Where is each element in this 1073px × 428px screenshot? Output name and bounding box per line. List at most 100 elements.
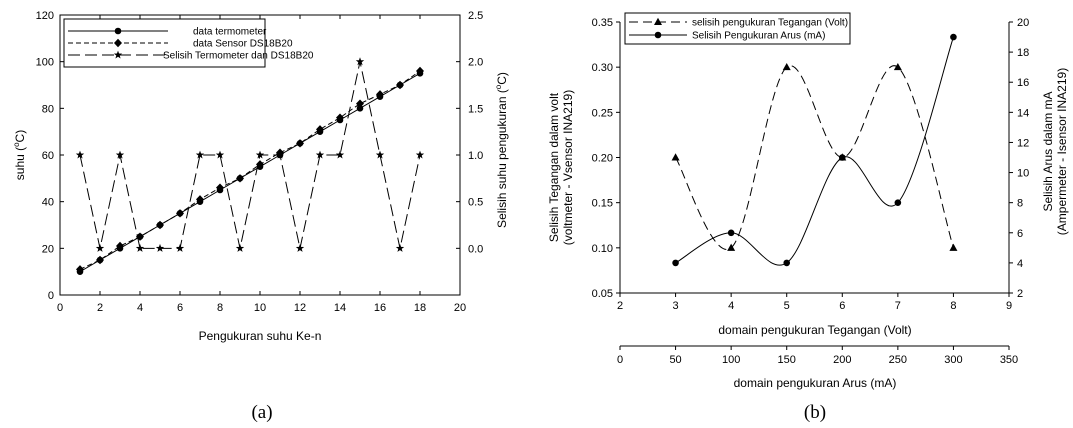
chart-a-x-tick-label: 0 [57, 302, 63, 314]
chart-b-y-tick-label: 0.25 [592, 107, 613, 119]
chart-a-series-2-point [216, 183, 224, 192]
chart-a-series-3-point [335, 150, 345, 159]
chart-b-legend-label: selisih pengukuran Tegangan (Volt) [692, 18, 848, 29]
chart-a-series-2-point [336, 113, 344, 122]
chart-a-series-2-point [96, 255, 104, 265]
chart-a-series-2-point [196, 195, 204, 204]
chart-a-x-tick-label: 12 [294, 302, 306, 314]
chart-a-series-3-point [315, 150, 325, 159]
chart-a-series-3-point [175, 243, 185, 252]
chart-a-legend-label: data Sensor DS18B20 [193, 39, 293, 50]
chart-b-axes: 2 3 4 5 6 7 8 9 0 50 100 150 200 250 300 350 0.05 0.10 0.1… [547, 17, 1069, 366]
chart-b-y2-tick-label: 14 [1017, 107, 1029, 119]
chart-b-caption: (b) [804, 402, 826, 423]
chart-b-y-tick-label: 0.15 [592, 198, 613, 210]
chart-b-y-tick-label: 0.35 [592, 17, 613, 29]
chart-a-series-3-point [355, 57, 365, 66]
chart-b-y2-tick-label: 12 [1017, 137, 1029, 149]
chart-a-x-tick-label: 8 [217, 302, 223, 314]
chart-b-x2-tick-label: 0 [617, 354, 623, 366]
chart-b-series-2-point [950, 33, 957, 41]
chart-a-y2-tick-label: 2.5 [468, 10, 483, 22]
chart-b-series-line-1 [675, 65, 954, 251]
chart-b-y-tick-label: 0.10 [592, 243, 613, 255]
chart-b-x-tick-label: 5 [784, 300, 790, 312]
chart-a-x-tick-label: 20 [454, 302, 466, 314]
chart-a-series-3-point [155, 243, 165, 252]
chart-b-y2-tick-label: 4 [1017, 258, 1023, 270]
chart-a-series-2-point [356, 99, 364, 108]
chart-a-series-3-point [415, 150, 425, 159]
chart-b-x2-tick-label: 300 [944, 354, 962, 366]
chart-b-series-line-2 [675, 36, 954, 266]
chart-a-y2-tick-label: 1.5 [468, 103, 483, 115]
chart-a-axes: 0 2 4 6 8 10 12 14 16 18 20 0 20 40 60 80 100 120 0.0 0.5 1.… [12, 10, 509, 314]
chart-b-y-tick-label: 0.20 [592, 153, 613, 165]
chart-b-x-tick-label: 8 [950, 300, 956, 312]
chart-b-y2-tick-label: 6 [1017, 228, 1023, 240]
chart-a-ylabel-right: Selisih suhu pengukuran (oC) [494, 72, 509, 228]
chart-a-y-tick-label: 120 [36, 10, 54, 22]
chart-b-series-1-point [893, 62, 902, 71]
chart-a-x-tick-label: 18 [414, 302, 426, 314]
chart-a-series-3-point [135, 243, 145, 252]
chart-b-series-2-point [783, 259, 791, 267]
chart-a-series-line-1 [79, 72, 421, 273]
chart-b-y2-tick-label: 18 [1017, 47, 1029, 59]
chart-a-xlabel: Pengukuran suhu Ke-n [199, 329, 322, 343]
chart-b-y2-tick-label: 2 [1017, 288, 1023, 300]
chart-a-series-2-point [76, 265, 84, 274]
chart-a-series-3-point [375, 150, 385, 159]
chart-b-x-tick-label: 4 [728, 300, 734, 312]
chart-a-y2-tick-label: 0.5 [468, 197, 483, 209]
chart-b-legend: selisih pengukuran Tegangan (Volt) Selisi… [624, 12, 851, 45]
chart-a-y-tick-label: 20 [42, 243, 54, 255]
chart-b-series-2-point [838, 154, 846, 161]
chart-a-x-tick-label: 6 [177, 302, 183, 314]
chart-a-ylabel-left: suhu (oC) [12, 130, 27, 180]
chart-a-y-tick-label: 40 [42, 197, 54, 209]
chart-b-x2-tick-label: 250 [889, 354, 907, 366]
chart-a: 0 2 4 6 8 10 12 14 16 18 20 0 20 40 60 80 100 120 0.0 0.5 1.… [12, 10, 509, 423]
chart-a-series-3-point [75, 150, 85, 159]
chart-b-x2-tick-label: 100 [722, 354, 740, 366]
chart-a-legend-marker [114, 27, 122, 35]
chart-a-y2-tick-label: 1.0 [468, 150, 483, 162]
chart-a-x-tick-label: 2 [97, 302, 103, 314]
chart-a-series-3-point [255, 150, 265, 159]
chart-a-x-tick-label: 10 [254, 302, 266, 314]
chart-b-x-tick-label: 2 [617, 300, 623, 312]
chart-b-legend-label: Selisih Pengukuran Arus (mA) [692, 31, 825, 42]
chart-a-y-tick-label: 100 [36, 57, 54, 69]
chart-a-y-tick-label: 80 [42, 103, 54, 115]
chart-a-series-2-point [416, 66, 424, 76]
chart-a-series-3-point [395, 243, 405, 252]
chart-a-series-line-3 [79, 61, 421, 249]
chart-a-series-1-point [356, 105, 364, 112]
chart-b-series-2-point [672, 259, 679, 267]
chart-b-y2-tick-label: 20 [1017, 17, 1029, 29]
chart-b-x2-tick-label: 50 [669, 354, 681, 366]
chart-b-xlabel-bottom: domain pengukuran Arus (mA) [734, 376, 897, 390]
chart-b-y-tick-label: 0.05 [592, 288, 613, 300]
chart-a-y-tick-label: 0 [48, 290, 54, 302]
chart-b-x2-tick-label: 200 [833, 354, 851, 366]
chart-a-series-2-point [296, 139, 304, 148]
chart-b-xlabel-top: domain pengukuran Tegangan (Volt) [718, 323, 911, 337]
chart-b-series-2-point [894, 199, 902, 206]
chart-a-series-3-point [195, 150, 205, 159]
chart-a-x-tick-label: 16 [374, 302, 386, 314]
chart-b-x-tick-label: 3 [673, 300, 679, 312]
chart-a-legend-marker [114, 38, 122, 48]
chart-a-series-3-point [295, 243, 305, 252]
chart-b-ylabel-left: Selisih Tegangan dalam volt(voltmeter - … [547, 90, 575, 245]
chart-a-series-2-point [156, 220, 164, 230]
chart-b-legend-marker [654, 31, 662, 39]
chart-b-x2-tick-label: 150 [778, 354, 796, 366]
chart-b-series-2-point [727, 229, 735, 237]
chart-a-series-3-point [95, 243, 105, 252]
chart-a-series-3-point [115, 150, 125, 159]
chart-a-series-2-point [116, 241, 124, 251]
